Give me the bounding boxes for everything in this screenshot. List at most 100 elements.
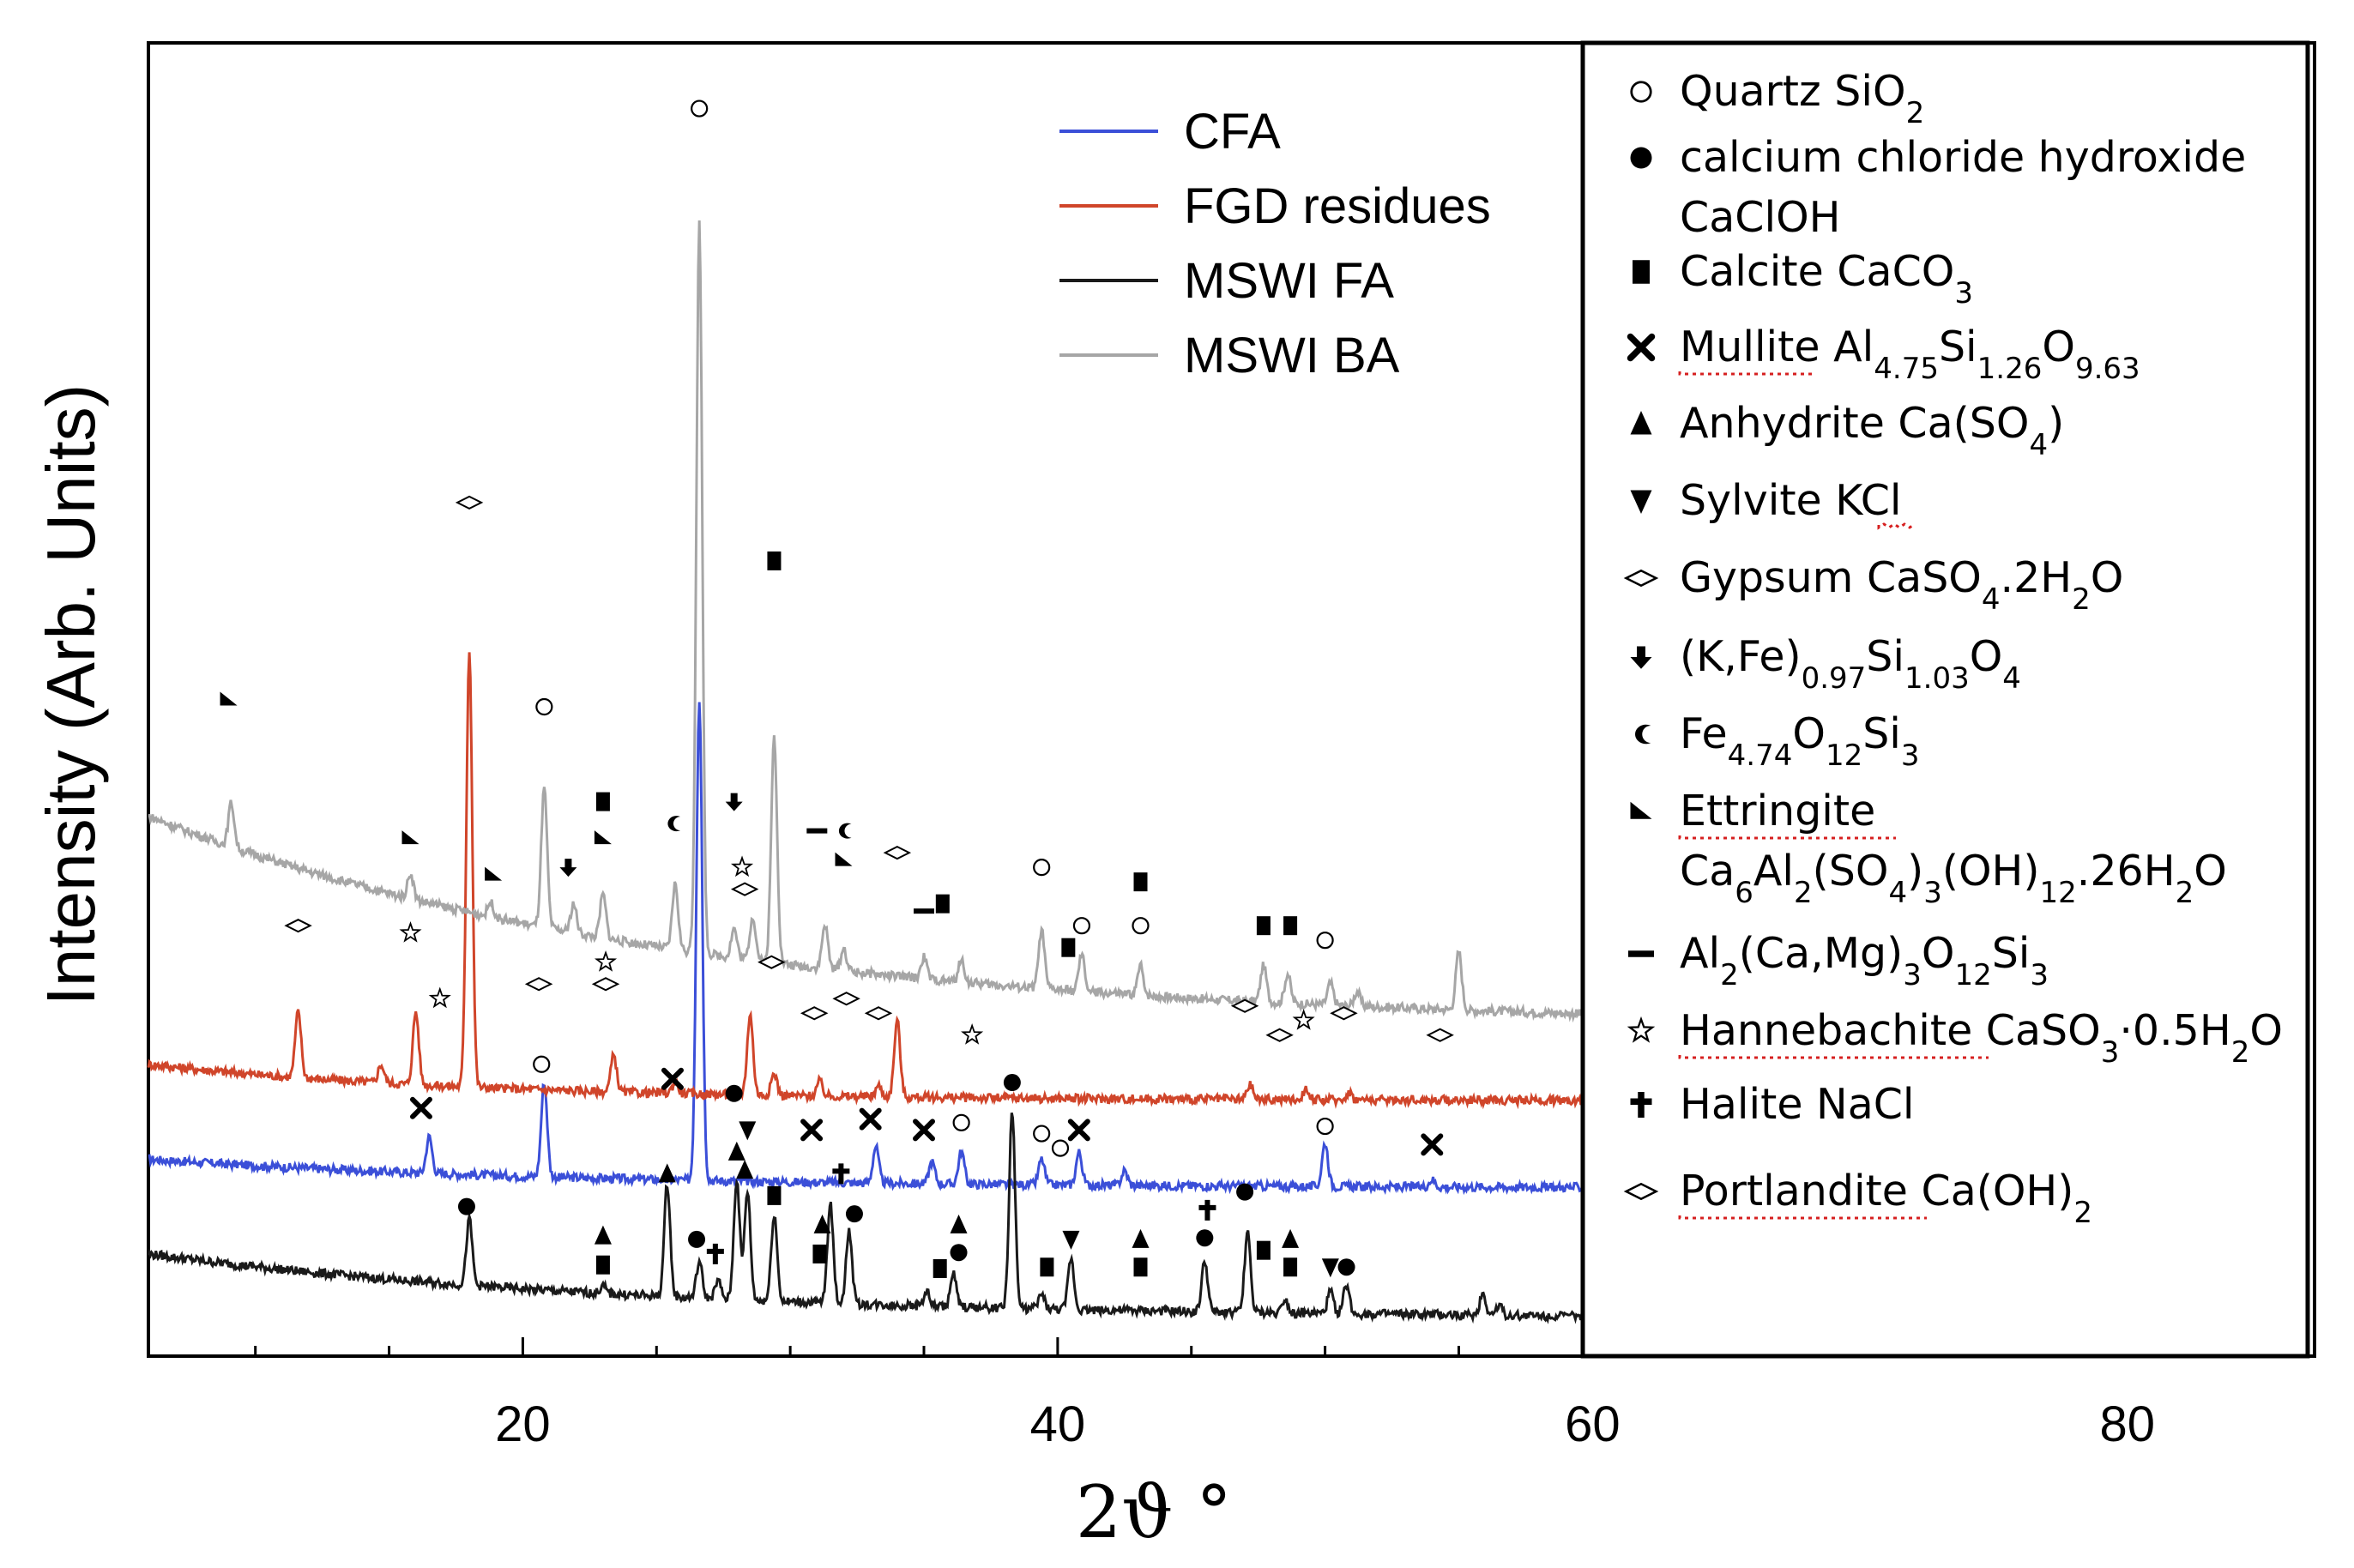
- phase-marker-square-filled: [1133, 1257, 1148, 1277]
- legend-label: FGD residues: [1184, 178, 1491, 234]
- phase-marker-diamond-open: [1426, 1028, 1454, 1042]
- phase-marker-square-filled: [1040, 1257, 1054, 1277]
- series-layer: [147, 220, 1590, 1324]
- phase-marker-square-filled: [1256, 1240, 1271, 1260]
- phase-marker-ettringite: [220, 691, 238, 706]
- phase-marker-square-filled: [767, 1185, 782, 1205]
- phase-marker-circle-filled: [688, 1230, 706, 1248]
- phase-marker-diamond-open: [591, 977, 620, 992]
- x-axis-label: 2ϑ °: [1076, 1470, 1232, 1554]
- phase-marker-circle-filled: [1236, 1183, 1254, 1201]
- phase-marker-sylvite: [1062, 1230, 1080, 1250]
- legend-label: MSWI BA: [1184, 328, 1400, 383]
- phase-marker-diamond-open: [730, 882, 759, 896]
- phase-marker-star-open: [428, 986, 451, 1009]
- phase-marker-square-filled: [595, 792, 610, 811]
- phase-key-icon-circle-open: [1630, 81, 1652, 103]
- phase-key-label: (K,Fe)0.97Si1.03O4: [1680, 632, 2021, 696]
- phase-marker-diamond-open: [1230, 998, 1259, 1013]
- phase-marker-anhydrite: [727, 1141, 745, 1161]
- phase-key-label: calcium chloride hydroxide: [1680, 133, 2246, 182]
- phase-marker-anhydrite: [1282, 1228, 1300, 1248]
- phase-marker-circle-open: [1316, 1117, 1334, 1136]
- y-axis-label: Intensity (Arb. Units): [33, 384, 109, 1006]
- phase-marker-circle-open: [1051, 1139, 1070, 1157]
- phase-key-icon-sylvite: [1630, 490, 1652, 514]
- phase-key-label: Calcite CaCO3: [1680, 247, 1973, 311]
- phase-marker-mullite: [800, 1119, 824, 1142]
- phase-marker-mullite: [859, 1107, 882, 1131]
- phase-marker-k-fe-silicate: [559, 859, 577, 877]
- phase-marker-diamond-open: [1265, 1028, 1294, 1042]
- series-line-mswi-fa: [147, 1112, 1590, 1324]
- phase-key-label-line2: CaClOH: [1680, 193, 1840, 242]
- phase-marker-circle-open: [1132, 917, 1150, 935]
- phase-marker-diamond-open: [758, 955, 786, 969]
- phase-marker-square-filled: [812, 1244, 827, 1263]
- phase-marker-circle-filled: [1003, 1074, 1021, 1092]
- phase-marker-star-open: [961, 1023, 984, 1045]
- phase-marker-square-filled: [1283, 916, 1298, 936]
- legend-label: MSWI FA: [1184, 253, 1394, 309]
- phase-marker-diamond-open: [883, 845, 912, 860]
- spellcheck-underline: [1678, 1055, 1989, 1059]
- phase-key-icon-al-ca-mg: [1628, 950, 1654, 957]
- phase-marker-anhydrite: [594, 1225, 612, 1245]
- phase-marker-mullite: [661, 1067, 684, 1090]
- phase-marker-fe-silicate: [667, 816, 680, 832]
- phase-marker-circle-open: [533, 1055, 551, 1073]
- phase-key-label: Hannebachite CaSO3·0.5H2O: [1680, 1006, 2283, 1070]
- x-tick-label: 40: [1030, 1396, 1086, 1452]
- phase-marker-circle-open: [1033, 859, 1051, 877]
- phase-marker-star-open: [595, 950, 618, 972]
- phase-marker-circle-filled: [725, 1084, 743, 1102]
- phase-marker-star-open: [399, 920, 422, 943]
- phase-marker-circle-open: [1033, 1125, 1051, 1143]
- phase-key-icon-diamond-open: [1623, 569, 1659, 588]
- phase-marker-ettringite: [401, 830, 419, 845]
- spellcheck-underline: [1678, 835, 1896, 840]
- phase-marker-mullite: [1421, 1133, 1444, 1156]
- phase-marker-halite: [1198, 1199, 1216, 1221]
- series-line-mswi-ba: [148, 220, 1590, 1023]
- phase-marker-anhydrite: [658, 1163, 676, 1183]
- x-tick-label: 60: [1565, 1396, 1621, 1452]
- series-line-fgd-residues: [147, 652, 1590, 1110]
- phase-key-box: [1580, 40, 2310, 1359]
- phase-key-label: Al2(Ca,Mg)3O12Si3: [1680, 929, 2049, 992]
- phase-marker-circle-filled: [457, 1197, 475, 1215]
- phase-key-icon-mullite: [1627, 333, 1656, 362]
- phase-marker-mullite: [1067, 1119, 1090, 1142]
- phase-marker-star-open: [730, 855, 754, 877]
- phase-key-label: Gypsum CaSO4.2H2O: [1680, 553, 2123, 617]
- phase-key-label: Mullite Al4.75Si1.26O9.63: [1680, 323, 2140, 386]
- phase-marker-anhydrite: [813, 1214, 831, 1233]
- phase-marker-sylvite: [1321, 1258, 1339, 1278]
- phase-marker-anhydrite: [1132, 1228, 1150, 1248]
- phase-key-label: Anhydrite Ca(SO4): [1680, 399, 2064, 462]
- phase-marker-diamond-open: [864, 1006, 893, 1021]
- phase-key-icon-star-open: [1627, 1016, 1656, 1043]
- phase-key-label-line2: Ca6Al2(SO4)3(OH)12.26H2O: [1680, 847, 2227, 910]
- phase-marker-ettringite: [594, 830, 612, 845]
- phase-marker-ettringite: [835, 852, 853, 866]
- phase-marker-al-ca-mg: [914, 908, 935, 914]
- phase-key-label: Ettringite: [1680, 787, 1875, 835]
- phase-marker-diamond-open: [800, 1006, 829, 1021]
- phase-marker-circle-filled: [1337, 1258, 1355, 1276]
- phase-marker-mullite: [409, 1096, 432, 1119]
- phase-marker-circle-open: [691, 100, 709, 118]
- phase-key-label: Sylvite KCl: [1680, 476, 1902, 525]
- phase-marker-circle-open: [535, 697, 553, 716]
- phase-key-icon-anhydrite: [1630, 411, 1652, 435]
- phase-markers: [220, 100, 1454, 1278]
- phase-marker-square-filled: [1061, 938, 1076, 957]
- phase-key-icon-fe-silicate: [1635, 724, 1651, 745]
- phase-marker-mullite: [913, 1119, 936, 1142]
- phase-marker-diamond-open: [832, 992, 860, 1006]
- phase-marker-square-filled: [933, 1258, 947, 1278]
- phase-key-label: Portlandite Ca(OH)2: [1680, 1167, 2092, 1230]
- spellcheck-underline: [1678, 1215, 1927, 1220]
- phase-marker-circle-filled: [950, 1244, 968, 1262]
